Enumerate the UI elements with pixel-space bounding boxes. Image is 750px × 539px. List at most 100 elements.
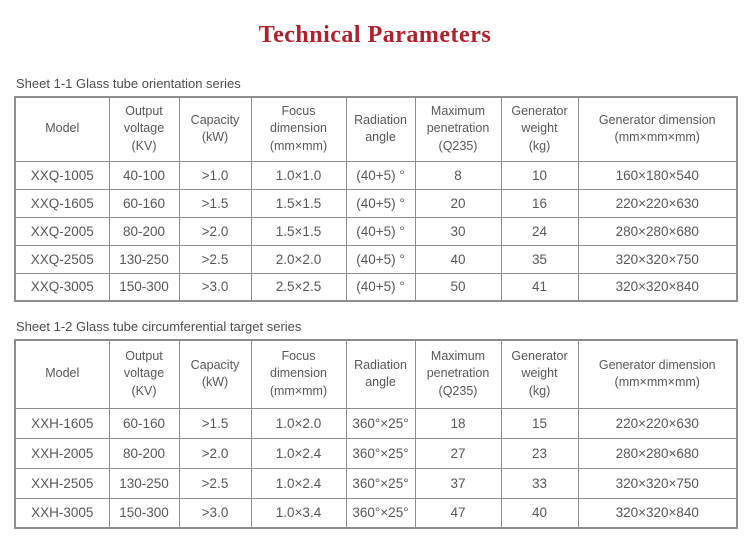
cell-generator-weight: 10 (500, 160, 579, 190)
cell-generator-dimension: 320×320×750 (577, 244, 738, 274)
table-row: XXH-2005 80-200 >2.0 1.0×2.4 360°×25° 27… (14, 437, 738, 469)
cell-generator-dimension: 320×320×750 (577, 467, 738, 499)
cell-generator-weight: 33 (500, 467, 579, 499)
cell-generator-dimension: 160×180×540 (577, 160, 738, 190)
cell-capacity: >2.0 (178, 437, 252, 469)
cell-model: XXH-3005 (14, 497, 110, 529)
header-model: Model (14, 96, 110, 162)
table-row: XXH-3005 150-300 >3.0 1.0×3.4 360°×25° 4… (14, 497, 738, 529)
cell-capacity: >1.5 (178, 407, 252, 439)
cell-radiation-angle: 360°×25° (345, 497, 416, 529)
page-title: Technical Parameters (258, 22, 492, 48)
cell-focus-dimension: 1.5×1.5 (250, 216, 347, 246)
cell-generator-weight: 24 (500, 216, 579, 246)
cell-output-voltage: 60-160 (108, 188, 180, 218)
cell-radiation-angle: (40+5) ° (345, 272, 416, 302)
cell-model: XXQ-1005 (14, 160, 110, 190)
table-row: XXQ-2505 130-250 >2.5 2.0×2.0 (40+5) ° 4… (14, 244, 738, 274)
cell-focus-dimension: 1.0×2.4 (250, 467, 347, 499)
header-maximum-penetration: Maximum penetration (Q235) (414, 339, 502, 409)
cell-generator-dimension: 220×220×630 (577, 407, 738, 439)
cell-generator-weight: 41 (500, 272, 579, 302)
cell-output-voltage: 60-160 (108, 407, 180, 439)
cell-model: XXH-2005 (14, 437, 110, 469)
cell-capacity: >1.5 (178, 188, 252, 218)
cell-capacity: >2.5 (178, 244, 252, 274)
header-capacity: Capacity (kW) (178, 96, 252, 162)
cell-model: XXQ-1605 (14, 188, 110, 218)
cell-radiation-angle: (40+5) ° (345, 244, 416, 274)
header-output-voltage: Output voltage (KV) (108, 96, 180, 162)
cell-radiation-angle: 360°×25° (345, 407, 416, 439)
table2-glass-tube-circumferential: Model Output voltage (KV) Capacity (kW) … (14, 339, 738, 529)
table-row: XXQ-1005 40-100 >1.0 1.0×1.0 (40+5) ° 8 … (14, 160, 738, 190)
cell-focus-dimension: 2.0×2.0 (250, 244, 347, 274)
cell-focus-dimension: 1.0×2.4 (250, 437, 347, 469)
sheet-1-2-section: Sheet 1-2 Glass tube circumferential tar… (0, 319, 750, 529)
cell-output-voltage: 150-300 (108, 272, 180, 302)
header-radiation-angle: Radiation angle (345, 96, 416, 162)
header-maximum-penetration: Maximum penetration (Q235) (414, 96, 502, 162)
cell-radiation-angle: (40+5) ° (345, 188, 416, 218)
cell-generator-dimension: 280×280×680 (577, 437, 738, 469)
cell-maximum-penetration: 37 (414, 467, 502, 499)
table-row: XXQ-3005 150-300 >3.0 2.5×2.5 (40+5) ° 5… (14, 272, 738, 302)
cell-radiation-angle: (40+5) ° (345, 160, 416, 190)
cell-output-voltage: 40-100 (108, 160, 180, 190)
cell-generator-dimension: 220×220×630 (577, 188, 738, 218)
cell-output-voltage: 80-200 (108, 216, 180, 246)
cell-generator-weight: 40 (500, 497, 579, 529)
cell-capacity: >1.0 (178, 160, 252, 190)
cell-output-voltage: 130-250 (108, 467, 180, 499)
cell-maximum-penetration: 8 (414, 160, 502, 190)
table1-glass-tube-orientation: Model Output voltage (KV) Capacity (kW) … (14, 96, 738, 302)
header-generator-weight: Generator weight (kg) (500, 339, 579, 409)
header-model: Model (14, 339, 110, 409)
cell-generator-weight: 23 (500, 437, 579, 469)
cell-generator-dimension: 320×320×840 (577, 497, 738, 529)
technical-parameters-page: Technical Parameters Sheet 1-1 Glass tub… (0, 22, 750, 539)
cell-maximum-penetration: 40 (414, 244, 502, 274)
cell-capacity: >2.5 (178, 467, 252, 499)
cell-model: XXQ-2005 (14, 216, 110, 246)
header-capacity: Capacity (kW) (178, 339, 252, 409)
cell-model: XXH-2505 (14, 467, 110, 499)
cell-output-voltage: 80-200 (108, 437, 180, 469)
cell-maximum-penetration: 20 (414, 188, 502, 218)
header-generator-weight: Generator weight (kg) (500, 96, 579, 162)
cell-focus-dimension: 2.5×2.5 (250, 272, 347, 302)
cell-generator-weight: 35 (500, 244, 579, 274)
cell-focus-dimension: 1.0×3.4 (250, 497, 347, 529)
cell-maximum-penetration: 50 (414, 272, 502, 302)
cell-focus-dimension: 1.0×2.0 (250, 407, 347, 439)
cell-capacity: >3.0 (178, 272, 252, 302)
cell-focus-dimension: 1.0×1.0 (250, 160, 347, 190)
cell-generator-weight: 15 (500, 407, 579, 439)
table-row: XXH-2505 130-250 >2.5 1.0×2.4 360°×25° 3… (14, 467, 738, 499)
cell-model: XXQ-2505 (14, 244, 110, 274)
cell-radiation-angle: (40+5) ° (345, 216, 416, 246)
cell-maximum-penetration: 30 (414, 216, 502, 246)
cell-maximum-penetration: 47 (414, 497, 502, 529)
cell-capacity: >2.0 (178, 216, 252, 246)
cell-generator-dimension: 320×320×840 (577, 272, 738, 302)
cell-generator-weight: 16 (500, 188, 579, 218)
header-generator-dimension: Generator dimension (mm×mm×mm) (577, 339, 738, 409)
cell-radiation-angle: 360°×25° (345, 437, 416, 469)
table-row: XXH-1605 60-160 >1.5 1.0×2.0 360°×25° 18… (14, 407, 738, 439)
table1-caption: Sheet 1-1 Glass tube orientation series (16, 76, 241, 91)
cell-generator-dimension: 280×280×680 (577, 216, 738, 246)
table-row: XXQ-1605 60-160 >1.5 1.5×1.5 (40+5) ° 20… (14, 188, 738, 218)
cell-maximum-penetration: 27 (414, 437, 502, 469)
table2-header-row: Model Output voltage (KV) Capacity (kW) … (14, 339, 738, 409)
table-row: XXQ-2005 80-200 >2.0 1.5×1.5 (40+5) ° 30… (14, 216, 738, 246)
cell-output-voltage: 150-300 (108, 497, 180, 529)
cell-radiation-angle: 360°×25° (345, 467, 416, 499)
cell-model: XXH-1605 (14, 407, 110, 439)
table1-header-row: Model Output voltage (KV) Capacity (kW) … (14, 96, 738, 162)
cell-capacity: >3.0 (178, 497, 252, 529)
cell-focus-dimension: 1.5×1.5 (250, 188, 347, 218)
sheet-1-1-section: Sheet 1-1 Glass tube orientation series … (0, 76, 750, 302)
cell-output-voltage: 130-250 (108, 244, 180, 274)
header-radiation-angle: Radiation angle (345, 339, 416, 409)
